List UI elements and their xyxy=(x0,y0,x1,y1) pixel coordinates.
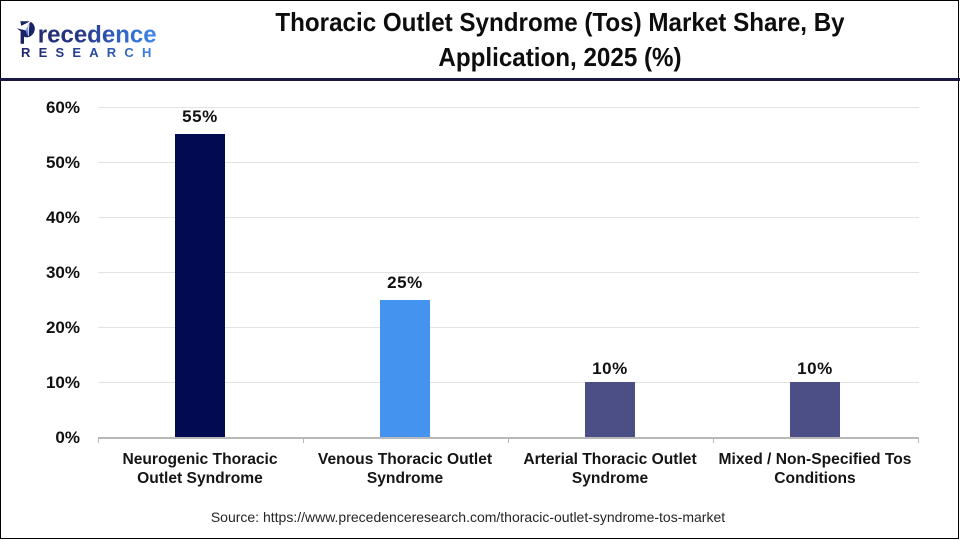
svg-text:recedence: recedence xyxy=(38,22,157,49)
svg-text:RESEARCH: RESEARCH xyxy=(21,45,160,60)
